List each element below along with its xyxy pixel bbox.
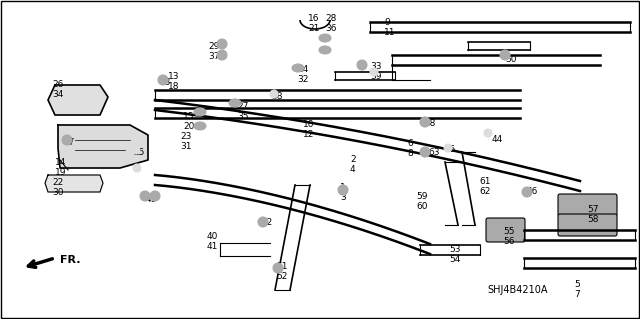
Circle shape [420, 147, 430, 157]
Ellipse shape [319, 46, 331, 54]
Text: SHJ4B4210A: SHJ4B4210A [487, 285, 547, 295]
Circle shape [357, 60, 367, 70]
Text: 31: 31 [180, 142, 191, 151]
Text: 36: 36 [325, 24, 337, 33]
Ellipse shape [319, 34, 331, 42]
Ellipse shape [229, 99, 241, 107]
Text: 29: 29 [208, 42, 220, 51]
Text: 43: 43 [160, 78, 172, 87]
Text: 58: 58 [587, 215, 598, 224]
Text: 53: 53 [449, 245, 461, 254]
Circle shape [484, 129, 492, 137]
Text: 50: 50 [505, 55, 516, 64]
Text: 38: 38 [271, 92, 282, 101]
Text: 54: 54 [449, 255, 460, 264]
Text: 20: 20 [183, 122, 195, 131]
Text: 55: 55 [503, 227, 515, 236]
Text: 39: 39 [370, 72, 381, 81]
Text: 26: 26 [52, 80, 63, 89]
Text: 25: 25 [133, 148, 145, 157]
Text: 30: 30 [52, 188, 63, 197]
Text: 40: 40 [207, 232, 218, 241]
Circle shape [217, 39, 227, 49]
Text: 3: 3 [340, 193, 346, 202]
Circle shape [273, 263, 283, 273]
Text: 56: 56 [503, 237, 515, 246]
Text: 47: 47 [64, 138, 76, 147]
Text: 62: 62 [479, 187, 490, 196]
Ellipse shape [292, 64, 304, 72]
FancyBboxPatch shape [558, 214, 617, 236]
Text: 34: 34 [52, 90, 63, 99]
Text: 9: 9 [384, 18, 390, 27]
Circle shape [150, 191, 160, 201]
Text: 42: 42 [262, 218, 273, 227]
Text: 11: 11 [384, 28, 396, 37]
Text: 8: 8 [407, 149, 413, 158]
Text: 2: 2 [350, 155, 356, 164]
Circle shape [258, 217, 268, 227]
Text: FR.: FR. [60, 255, 81, 265]
Text: 1: 1 [340, 183, 346, 192]
FancyBboxPatch shape [558, 194, 617, 216]
Polygon shape [58, 125, 148, 168]
Text: 13: 13 [168, 72, 179, 81]
Circle shape [522, 187, 532, 197]
Ellipse shape [194, 122, 206, 130]
Polygon shape [45, 175, 103, 192]
Text: 45: 45 [445, 145, 456, 154]
Text: 6: 6 [407, 139, 413, 148]
Text: 44: 44 [492, 135, 503, 144]
Circle shape [370, 68, 378, 76]
Text: 12: 12 [303, 130, 314, 139]
Text: 23: 23 [180, 132, 191, 141]
Text: 19: 19 [55, 168, 67, 177]
Text: 32: 32 [297, 75, 308, 84]
Circle shape [132, 146, 140, 154]
Circle shape [338, 185, 348, 195]
Text: 22: 22 [52, 178, 63, 187]
Text: 5: 5 [574, 280, 580, 289]
Text: 33: 33 [370, 62, 381, 71]
Circle shape [217, 50, 227, 60]
Text: 51: 51 [276, 262, 287, 271]
Text: 52: 52 [276, 272, 287, 281]
Text: 49: 49 [146, 195, 157, 204]
Text: 41: 41 [207, 242, 218, 251]
FancyBboxPatch shape [486, 218, 525, 242]
Text: 4: 4 [350, 165, 356, 174]
Circle shape [500, 50, 510, 60]
Text: 27: 27 [237, 102, 248, 111]
Circle shape [270, 90, 278, 98]
Text: 24: 24 [297, 65, 308, 74]
Circle shape [140, 191, 150, 201]
Text: 46: 46 [527, 187, 538, 196]
Text: 63: 63 [428, 148, 440, 157]
Text: 57: 57 [587, 205, 598, 214]
Circle shape [420, 117, 430, 127]
Circle shape [133, 164, 141, 172]
Text: 7: 7 [574, 290, 580, 299]
Text: 48: 48 [425, 119, 436, 128]
Polygon shape [48, 85, 108, 115]
Text: 35: 35 [237, 112, 248, 121]
Text: 61: 61 [479, 177, 490, 186]
Text: 60: 60 [416, 202, 428, 211]
Ellipse shape [194, 108, 206, 116]
Circle shape [158, 75, 168, 85]
Text: 28: 28 [325, 14, 337, 23]
Text: 10: 10 [303, 120, 314, 129]
Circle shape [62, 135, 72, 145]
Text: 14: 14 [55, 158, 67, 167]
Text: 37: 37 [208, 52, 220, 61]
Text: 18: 18 [168, 82, 179, 91]
Text: 16: 16 [308, 14, 319, 23]
Text: 21: 21 [308, 24, 319, 33]
Text: 15: 15 [183, 112, 195, 121]
Text: 59: 59 [416, 192, 428, 201]
Circle shape [444, 144, 452, 152]
